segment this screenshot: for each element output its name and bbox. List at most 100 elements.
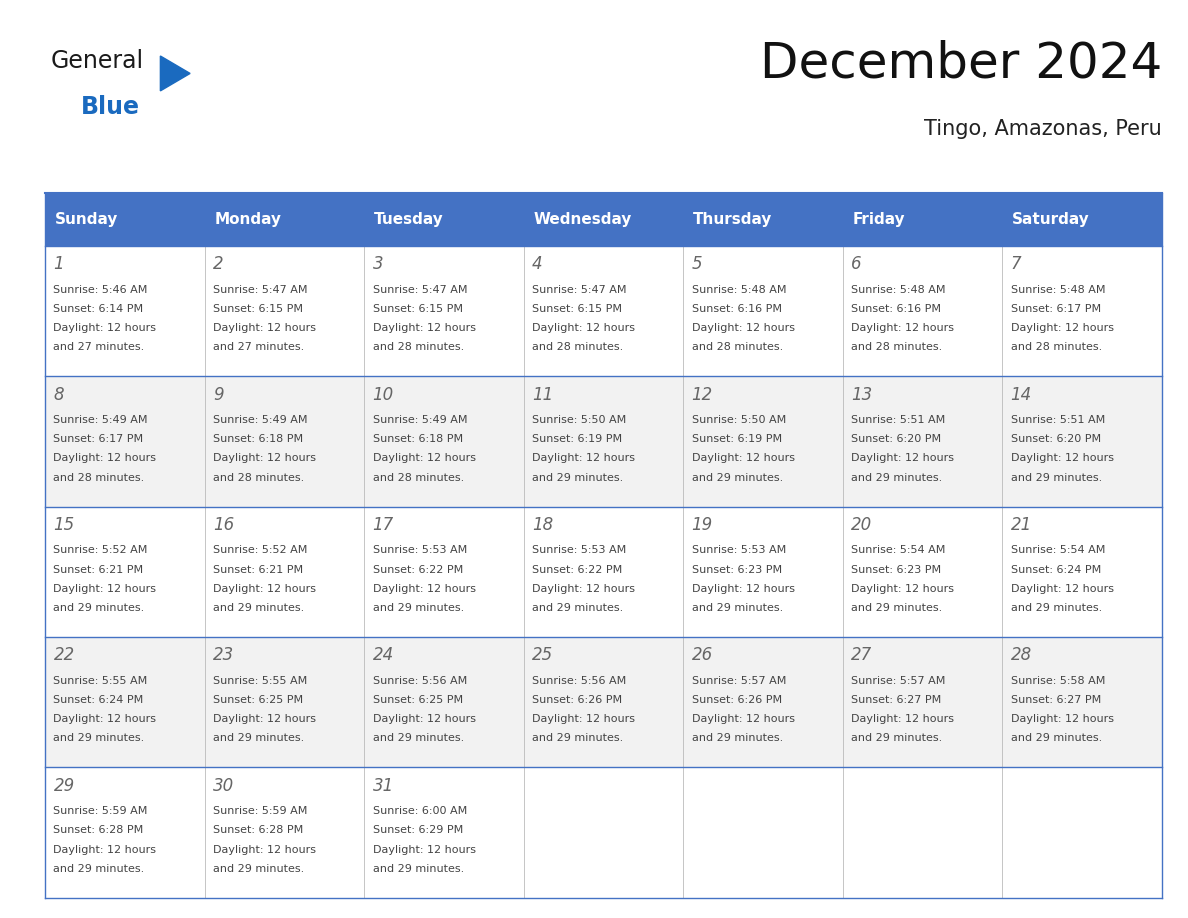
- Text: Sunrise: 5:59 AM: Sunrise: 5:59 AM: [213, 806, 308, 816]
- Text: 30: 30: [213, 777, 234, 795]
- Text: Sunrise: 5:47 AM: Sunrise: 5:47 AM: [532, 285, 626, 295]
- Text: and 29 minutes.: and 29 minutes.: [691, 733, 783, 744]
- Text: Sunrise: 5:48 AM: Sunrise: 5:48 AM: [1011, 285, 1105, 295]
- Text: Sunrise: 5:47 AM: Sunrise: 5:47 AM: [213, 285, 308, 295]
- Text: Sunset: 6:27 PM: Sunset: 6:27 PM: [851, 695, 941, 705]
- Text: 20: 20: [851, 516, 872, 534]
- Text: Sunrise: 5:58 AM: Sunrise: 5:58 AM: [1011, 676, 1105, 686]
- Text: 6: 6: [851, 255, 861, 274]
- Text: Sunset: 6:16 PM: Sunset: 6:16 PM: [691, 304, 782, 314]
- Text: Sunrise: 5:50 AM: Sunrise: 5:50 AM: [691, 415, 785, 425]
- Text: Daylight: 12 hours: Daylight: 12 hours: [532, 584, 636, 594]
- Text: 9: 9: [213, 386, 223, 404]
- Text: Daylight: 12 hours: Daylight: 12 hours: [691, 584, 795, 594]
- Text: Daylight: 12 hours: Daylight: 12 hours: [1011, 453, 1113, 464]
- Text: Daylight: 12 hours: Daylight: 12 hours: [1011, 714, 1113, 724]
- Text: 3: 3: [373, 255, 384, 274]
- Text: and 27 minutes.: and 27 minutes.: [213, 342, 304, 353]
- Text: General: General: [51, 49, 144, 73]
- Text: Sunrise: 5:51 AM: Sunrise: 5:51 AM: [851, 415, 946, 425]
- Text: Daylight: 12 hours: Daylight: 12 hours: [373, 714, 475, 724]
- Text: Sunrise: 5:46 AM: Sunrise: 5:46 AM: [53, 285, 147, 295]
- Text: 10: 10: [373, 386, 393, 404]
- Bar: [45, 507, 1162, 637]
- Text: Sunset: 6:19 PM: Sunset: 6:19 PM: [532, 434, 623, 444]
- Text: Daylight: 12 hours: Daylight: 12 hours: [53, 323, 157, 333]
- Text: 7: 7: [1011, 255, 1022, 274]
- Text: Sunset: 6:26 PM: Sunset: 6:26 PM: [691, 695, 782, 705]
- Text: 25: 25: [532, 646, 554, 665]
- Text: Sunrise: 5:49 AM: Sunrise: 5:49 AM: [53, 415, 148, 425]
- Text: Daylight: 12 hours: Daylight: 12 hours: [373, 323, 475, 333]
- Text: and 29 minutes.: and 29 minutes.: [53, 733, 145, 744]
- Text: Blue: Blue: [81, 95, 140, 118]
- Text: Saturday: Saturday: [1012, 212, 1089, 227]
- Text: Sunrise: 5:50 AM: Sunrise: 5:50 AM: [532, 415, 626, 425]
- Text: 14: 14: [1011, 386, 1032, 404]
- Text: 13: 13: [851, 386, 872, 404]
- Text: Daylight: 12 hours: Daylight: 12 hours: [851, 453, 954, 464]
- Text: and 29 minutes.: and 29 minutes.: [851, 733, 942, 744]
- Text: and 28 minutes.: and 28 minutes.: [1011, 342, 1102, 353]
- Text: Tuesday: Tuesday: [374, 212, 443, 227]
- Text: Sunset: 6:25 PM: Sunset: 6:25 PM: [373, 695, 462, 705]
- Text: Sunset: 6:21 PM: Sunset: 6:21 PM: [53, 565, 144, 575]
- Text: and 29 minutes.: and 29 minutes.: [373, 733, 463, 744]
- Bar: [45, 376, 1162, 507]
- Text: Sunset: 6:17 PM: Sunset: 6:17 PM: [1011, 304, 1101, 314]
- Text: and 29 minutes.: and 29 minutes.: [691, 603, 783, 613]
- Text: Sunset: 6:17 PM: Sunset: 6:17 PM: [53, 434, 144, 444]
- Text: Sunset: 6:18 PM: Sunset: 6:18 PM: [373, 434, 462, 444]
- Polygon shape: [160, 56, 190, 91]
- Text: and 29 minutes.: and 29 minutes.: [1011, 733, 1102, 744]
- Text: and 29 minutes.: and 29 minutes.: [532, 473, 624, 483]
- Text: 2: 2: [213, 255, 223, 274]
- Text: and 28 minutes.: and 28 minutes.: [53, 473, 145, 483]
- Text: and 29 minutes.: and 29 minutes.: [213, 603, 304, 613]
- Text: and 28 minutes.: and 28 minutes.: [373, 342, 463, 353]
- Text: and 27 minutes.: and 27 minutes.: [53, 342, 145, 353]
- Bar: [45, 637, 1162, 767]
- Text: Sunset: 6:29 PM: Sunset: 6:29 PM: [373, 825, 463, 835]
- Bar: [45, 193, 1162, 246]
- Text: Sunset: 6:21 PM: Sunset: 6:21 PM: [213, 565, 303, 575]
- Text: Sunrise: 5:56 AM: Sunrise: 5:56 AM: [532, 676, 626, 686]
- Text: Daylight: 12 hours: Daylight: 12 hours: [532, 453, 636, 464]
- Text: Sunset: 6:19 PM: Sunset: 6:19 PM: [691, 434, 782, 444]
- Text: 29: 29: [53, 777, 75, 795]
- Text: December 2024: December 2024: [759, 39, 1162, 87]
- Text: Daylight: 12 hours: Daylight: 12 hours: [53, 714, 157, 724]
- Text: and 29 minutes.: and 29 minutes.: [213, 864, 304, 874]
- Text: Sunday: Sunday: [55, 212, 118, 227]
- Text: Sunrise: 5:57 AM: Sunrise: 5:57 AM: [691, 676, 786, 686]
- Text: Thursday: Thursday: [693, 212, 772, 227]
- Text: 4: 4: [532, 255, 543, 274]
- Text: Sunrise: 5:55 AM: Sunrise: 5:55 AM: [213, 676, 308, 686]
- Text: Sunset: 6:22 PM: Sunset: 6:22 PM: [373, 565, 463, 575]
- Text: 26: 26: [691, 646, 713, 665]
- Text: Sunset: 6:15 PM: Sunset: 6:15 PM: [532, 304, 623, 314]
- Text: Sunrise: 5:59 AM: Sunrise: 5:59 AM: [53, 806, 147, 816]
- Text: Daylight: 12 hours: Daylight: 12 hours: [1011, 323, 1113, 333]
- Text: Sunset: 6:24 PM: Sunset: 6:24 PM: [53, 695, 144, 705]
- Text: Sunrise: 5:52 AM: Sunrise: 5:52 AM: [53, 545, 147, 555]
- Text: Daylight: 12 hours: Daylight: 12 hours: [532, 323, 636, 333]
- Text: Sunrise: 5:57 AM: Sunrise: 5:57 AM: [851, 676, 946, 686]
- Text: Sunrise: 6:00 AM: Sunrise: 6:00 AM: [373, 806, 467, 816]
- Text: 19: 19: [691, 516, 713, 534]
- Text: and 29 minutes.: and 29 minutes.: [851, 603, 942, 613]
- Text: and 29 minutes.: and 29 minutes.: [532, 733, 624, 744]
- Text: and 29 minutes.: and 29 minutes.: [373, 864, 463, 874]
- Text: and 29 minutes.: and 29 minutes.: [691, 473, 783, 483]
- Text: Daylight: 12 hours: Daylight: 12 hours: [691, 714, 795, 724]
- Text: Daylight: 12 hours: Daylight: 12 hours: [213, 845, 316, 855]
- Text: 27: 27: [851, 646, 872, 665]
- Text: Daylight: 12 hours: Daylight: 12 hours: [53, 584, 157, 594]
- Text: 5: 5: [691, 255, 702, 274]
- Text: 31: 31: [373, 777, 393, 795]
- Text: Sunrise: 5:53 AM: Sunrise: 5:53 AM: [532, 545, 626, 555]
- Text: Daylight: 12 hours: Daylight: 12 hours: [213, 453, 316, 464]
- Text: Daylight: 12 hours: Daylight: 12 hours: [691, 453, 795, 464]
- Text: Sunset: 6:20 PM: Sunset: 6:20 PM: [851, 434, 941, 444]
- Text: Daylight: 12 hours: Daylight: 12 hours: [691, 323, 795, 333]
